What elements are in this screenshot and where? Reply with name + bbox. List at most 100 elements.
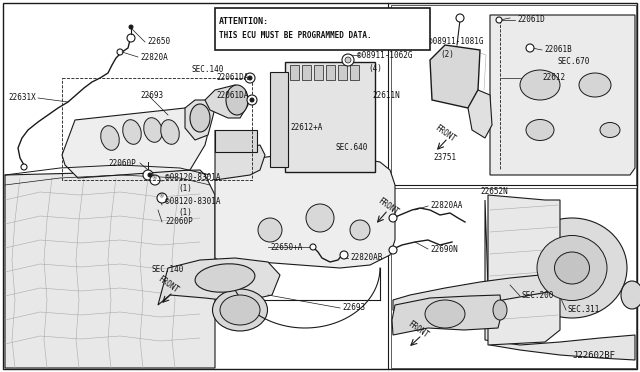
- Text: 22650+A: 22650+A: [270, 243, 302, 251]
- Text: SEC.200: SEC.200: [522, 292, 554, 301]
- Text: 22061D: 22061D: [517, 16, 545, 25]
- Polygon shape: [185, 100, 215, 140]
- Ellipse shape: [520, 70, 560, 100]
- Polygon shape: [215, 152, 395, 268]
- Circle shape: [456, 14, 464, 22]
- Text: 22690N: 22690N: [430, 244, 458, 253]
- Ellipse shape: [517, 218, 627, 318]
- Ellipse shape: [554, 252, 589, 284]
- Text: 22061DA: 22061DA: [216, 90, 248, 99]
- Text: ®: ®: [158, 194, 163, 199]
- Circle shape: [340, 251, 348, 259]
- Bar: [338, 65, 347, 80]
- Polygon shape: [158, 258, 280, 305]
- Text: 22060P: 22060P: [108, 158, 136, 167]
- Ellipse shape: [161, 120, 179, 144]
- Bar: [302, 65, 311, 80]
- Text: 22061B: 22061B: [544, 45, 572, 55]
- Circle shape: [157, 193, 167, 203]
- Polygon shape: [392, 295, 502, 335]
- Text: THIS ECU MUST BE PROGRAMMED DATA.: THIS ECU MUST BE PROGRAMMED DATA.: [219, 32, 372, 41]
- Text: FRONT: FRONT: [376, 197, 400, 217]
- Polygon shape: [215, 130, 265, 180]
- Polygon shape: [485, 200, 635, 360]
- Bar: [290, 65, 299, 80]
- Circle shape: [310, 244, 316, 250]
- Circle shape: [350, 220, 370, 240]
- Bar: [391, 5, 636, 185]
- Text: 22693: 22693: [342, 304, 365, 312]
- Circle shape: [258, 218, 282, 242]
- Ellipse shape: [537, 235, 607, 301]
- Text: SEC.140: SEC.140: [192, 65, 225, 74]
- Text: (2): (2): [440, 49, 454, 58]
- Ellipse shape: [579, 73, 611, 97]
- Text: ®08911-1081G: ®08911-1081G: [428, 38, 483, 46]
- Text: 22820AB: 22820AB: [350, 253, 382, 263]
- Circle shape: [117, 49, 123, 55]
- Circle shape: [306, 204, 334, 232]
- Polygon shape: [468, 90, 492, 138]
- Circle shape: [496, 17, 502, 23]
- Text: ATTENTION:: ATTENTION:: [219, 16, 269, 26]
- Circle shape: [129, 25, 133, 29]
- Polygon shape: [430, 45, 480, 108]
- Text: 22060P: 22060P: [165, 218, 193, 227]
- Text: SEC.311: SEC.311: [568, 305, 600, 314]
- Text: 22693: 22693: [140, 90, 163, 99]
- Circle shape: [389, 246, 397, 254]
- Ellipse shape: [425, 300, 465, 328]
- Circle shape: [389, 214, 397, 222]
- Text: (4): (4): [368, 64, 382, 73]
- Text: SEC.140: SEC.140: [152, 266, 184, 275]
- Polygon shape: [5, 170, 215, 368]
- Text: 22652N: 22652N: [480, 187, 508, 196]
- Ellipse shape: [100, 126, 119, 150]
- Circle shape: [127, 34, 135, 42]
- Text: (1): (1): [178, 208, 192, 217]
- Text: 22061DA: 22061DA: [216, 74, 248, 83]
- Polygon shape: [62, 108, 210, 178]
- Bar: [350, 65, 359, 80]
- Ellipse shape: [144, 118, 163, 142]
- Text: 22820A: 22820A: [140, 52, 168, 61]
- Text: 23701: 23701: [395, 13, 418, 22]
- Text: 22612: 22612: [542, 74, 565, 83]
- Circle shape: [248, 76, 252, 80]
- Circle shape: [526, 44, 534, 52]
- Bar: [285, 62, 375, 172]
- Text: FRONT: FRONT: [433, 124, 457, 144]
- Polygon shape: [393, 275, 556, 318]
- Ellipse shape: [226, 85, 248, 115]
- Circle shape: [250, 98, 254, 102]
- Circle shape: [342, 54, 354, 66]
- Ellipse shape: [220, 295, 260, 325]
- Bar: [215, 130, 257, 152]
- Ellipse shape: [190, 104, 210, 132]
- Ellipse shape: [493, 300, 507, 320]
- Text: 22820AA: 22820AA: [430, 202, 462, 211]
- Bar: [391, 188, 636, 368]
- Circle shape: [345, 57, 351, 63]
- Text: 22611N: 22611N: [372, 90, 400, 99]
- Text: 22650: 22650: [147, 38, 170, 46]
- Text: SEC.670: SEC.670: [557, 58, 589, 67]
- Ellipse shape: [621, 281, 640, 309]
- Circle shape: [148, 173, 152, 177]
- Polygon shape: [488, 195, 560, 345]
- Text: FRONT: FRONT: [406, 320, 430, 340]
- Ellipse shape: [195, 264, 255, 292]
- Bar: [215, 8, 430, 50]
- Bar: [270, 72, 288, 167]
- Circle shape: [143, 170, 153, 180]
- Text: (1): (1): [178, 183, 192, 192]
- Circle shape: [247, 95, 257, 105]
- Polygon shape: [490, 15, 635, 175]
- Ellipse shape: [212, 289, 268, 331]
- Text: SEC.640: SEC.640: [336, 144, 369, 153]
- Text: 22631X: 22631X: [8, 93, 36, 103]
- Text: ®: ®: [151, 176, 157, 181]
- Ellipse shape: [123, 120, 141, 144]
- Ellipse shape: [600, 122, 620, 138]
- Text: 22612+A: 22612+A: [290, 124, 323, 132]
